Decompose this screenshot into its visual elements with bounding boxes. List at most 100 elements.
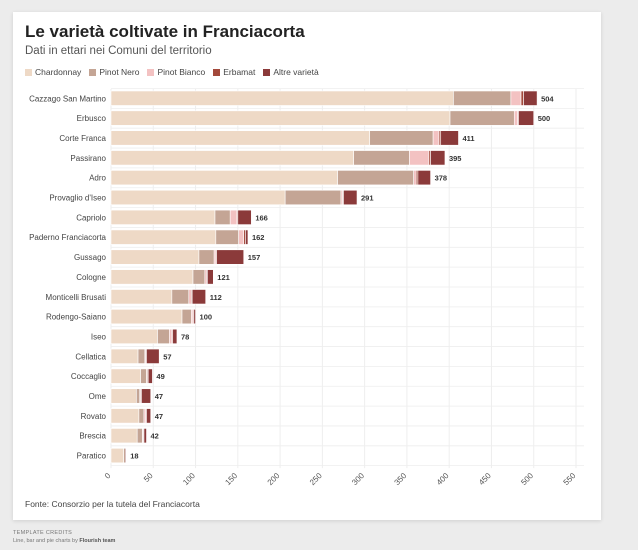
legend-item-chardonnay[interactable]: Chardonnay xyxy=(25,67,81,77)
bar-segment-altre-variet-[interactable] xyxy=(191,289,206,305)
bar-segment-pinot-nero[interactable] xyxy=(136,388,141,404)
bar-segment-pinot-bianco[interactable] xyxy=(413,170,417,186)
bar-segment-pinot-nero[interactable] xyxy=(215,229,239,245)
bar-segment-chardonnay[interactable] xyxy=(110,170,338,186)
total-label: 378 xyxy=(435,174,448,183)
total-label: 112 xyxy=(210,293,222,302)
bar-segment-chardonnay[interactable] xyxy=(110,447,124,464)
bar-segment-chardonnay[interactable] xyxy=(110,348,139,364)
legend-swatch xyxy=(213,68,221,76)
legend-item-pinot-nero[interactable]: Pinot Nero xyxy=(89,67,139,77)
bar-segment-chardonnay[interactable] xyxy=(110,249,200,265)
bar-segment-chardonnay[interactable] xyxy=(110,309,183,325)
total-label: 18 xyxy=(130,452,138,461)
total-label: 47 xyxy=(155,412,163,421)
bar-segment-altre-variet-[interactable] xyxy=(518,110,535,126)
bar-segment-chardonnay[interactable] xyxy=(110,428,138,444)
x-tick-label: 400 xyxy=(435,471,451,487)
category-label: Ome xyxy=(89,392,107,401)
bar-segment-chardonnay[interactable] xyxy=(110,388,137,404)
bar-segment-chardonnay[interactable] xyxy=(110,130,371,146)
bar-segment-pinot-nero[interactable] xyxy=(198,249,215,265)
bar-segment-pinot-nero[interactable] xyxy=(449,110,515,126)
bar-segment-pinot-bianco[interactable] xyxy=(409,150,430,166)
bar-segment-pinot-bianco[interactable] xyxy=(510,90,522,106)
bar-segment-altre-variet-[interactable] xyxy=(417,170,431,186)
bar-segment-altre-variet-[interactable] xyxy=(245,229,249,245)
category-label: Iseo xyxy=(91,332,107,341)
bar-segment-altre-variet-[interactable] xyxy=(430,150,446,166)
legend-label: Pinot Bianco xyxy=(157,67,206,77)
bar-segment-chardonnay[interactable] xyxy=(110,368,141,384)
bar-segment-chardonnay[interactable] xyxy=(110,289,173,305)
bar-segment-pinot-nero[interactable] xyxy=(136,428,143,444)
bar-segment-pinot-nero[interactable] xyxy=(157,328,170,345)
legend-swatch xyxy=(25,68,32,76)
bar-segment-chardonnay[interactable] xyxy=(110,110,451,126)
category-label: Cazzago San Martino xyxy=(29,94,106,103)
bar-segment-pinot-nero[interactable] xyxy=(192,269,206,285)
bar-segment-erbamat[interactable] xyxy=(520,90,524,106)
bar-segment-chardonnay[interactable] xyxy=(110,209,216,225)
bar-segment-altre-variet-[interactable] xyxy=(237,209,252,225)
category-label: Rodengo-Saiano xyxy=(46,313,107,322)
category-label: Brescia xyxy=(79,432,106,441)
category-label: Cellatica xyxy=(75,352,106,361)
legend-item-pinot-bianco[interactable]: Pinot Bianco xyxy=(147,67,205,77)
bar-segment-chardonnay[interactable] xyxy=(110,408,140,424)
bar-segment-pinot-bianco[interactable] xyxy=(169,328,173,345)
total-label: 100 xyxy=(200,313,213,322)
bar-segment-pinot-nero[interactable] xyxy=(284,189,342,206)
bar-segment-chardonnay[interactable] xyxy=(110,229,217,245)
bar-segment-chardonnay[interactable] xyxy=(110,189,286,206)
total-label: 395 xyxy=(449,154,462,163)
bar-segment-altre-variet-[interactable] xyxy=(125,447,127,464)
legend-item-altre-variet-[interactable]: Altre varietà xyxy=(263,67,319,77)
bar-segment-altre-variet-[interactable] xyxy=(146,348,160,364)
x-tick-label: 100 xyxy=(181,471,197,487)
bar-segment-chardonnay[interactable] xyxy=(110,269,194,285)
legend-item-erbamat[interactable]: Erbamat xyxy=(213,67,255,77)
category-label: Corte Franca xyxy=(59,134,106,143)
total-label: 411 xyxy=(462,134,474,143)
bar-segment-pinot-bianco[interactable] xyxy=(432,130,440,146)
bar-segment-pinot-nero[interactable] xyxy=(137,348,146,364)
bar-segment-altre-variet-[interactable] xyxy=(143,428,147,444)
bar-segment-pinot-nero[interactable] xyxy=(353,150,410,166)
bar-segment-pinot-bianco[interactable] xyxy=(229,209,238,225)
bar-segment-altre-variet-[interactable] xyxy=(523,90,538,106)
bar-segment-pinot-bianco[interactable] xyxy=(513,110,518,126)
bar-segment-pinot-nero[interactable] xyxy=(337,170,414,186)
flourish-link[interactable]: Flourish team xyxy=(79,538,116,544)
total-label: 157 xyxy=(248,253,261,262)
x-tick-label: 250 xyxy=(308,471,324,487)
bar-segment-pinot-nero[interactable] xyxy=(138,408,145,424)
bar-segment-pinot-nero[interactable] xyxy=(453,90,512,106)
bar-segment-altre-variet-[interactable] xyxy=(216,249,245,265)
bar-segment-pinot-nero[interactable] xyxy=(171,289,190,305)
bar-segment-pinot-nero[interactable] xyxy=(181,309,192,325)
bar-segment-pinot-bianco[interactable] xyxy=(238,229,245,245)
bar-segment-altre-variet-[interactable] xyxy=(440,130,459,146)
bar-segment-altre-variet-[interactable] xyxy=(141,388,152,404)
bar-segment-chardonnay[interactable] xyxy=(110,90,454,106)
bar-segment-chardonnay[interactable] xyxy=(110,150,354,166)
bar-segment-altre-variet-[interactable] xyxy=(343,189,358,206)
bar-segment-altre-variet-[interactable] xyxy=(147,368,153,384)
bar-segment-pinot-nero[interactable] xyxy=(214,209,231,225)
category-label: Coccaglio xyxy=(71,372,107,381)
bar-segment-pinot-bianco[interactable] xyxy=(188,289,192,305)
bar-segment-altre-variet-[interactable] xyxy=(193,309,196,325)
bar-segment-altre-variet-[interactable] xyxy=(207,269,214,285)
total-label: 49 xyxy=(156,372,164,381)
legend-label: Erbamat xyxy=(223,67,256,77)
x-tick-label: 550 xyxy=(562,471,578,487)
total-label: 57 xyxy=(163,352,171,361)
category-label: Provaglio d'Iseo xyxy=(49,194,106,203)
bar-segment-altre-variet-[interactable] xyxy=(146,408,152,424)
bar-segment-altre-variet-[interactable] xyxy=(172,328,178,345)
bar-segment-chardonnay[interactable] xyxy=(110,328,158,345)
bar-segment-pinot-nero[interactable] xyxy=(140,368,147,384)
bar-segment-pinot-nero[interactable] xyxy=(369,130,434,146)
x-tick-label: 350 xyxy=(393,471,409,487)
